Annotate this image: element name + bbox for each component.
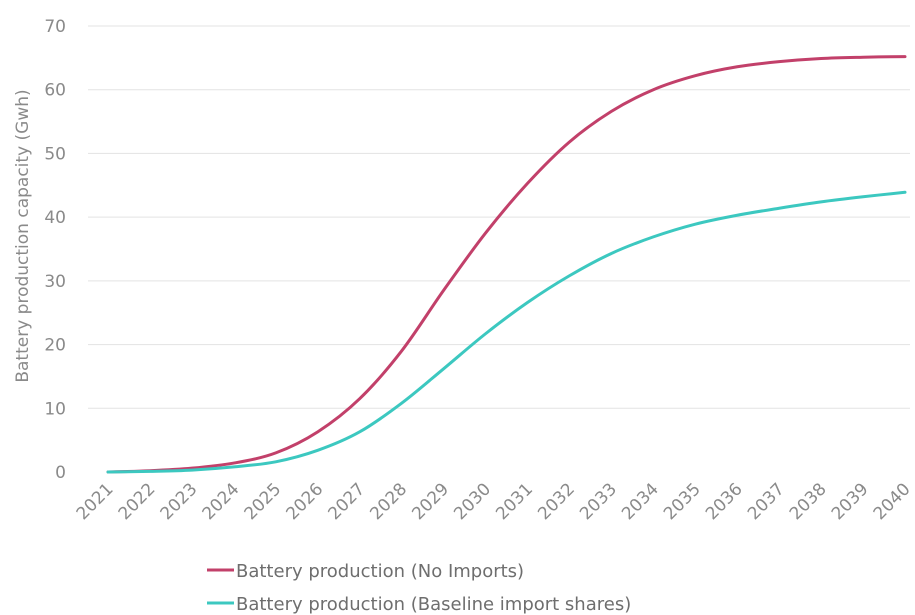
series-line-no-imports — [106, 55, 907, 474]
x-tick-label: 2039 — [828, 479, 873, 524]
x-axis-ticks: 2021202220232024202520262027202820292030… — [73, 479, 915, 524]
series-lines — [106, 55, 907, 474]
y-tick-label: 30 — [44, 272, 66, 292]
legend: Battery production (No Imports) Battery … — [207, 561, 631, 615]
legend-label-baseline-import-shares: Battery production (Baseline import shar… — [236, 594, 631, 615]
y-tick-label: 70 — [44, 17, 66, 37]
x-tick-label: 2023 — [157, 479, 202, 524]
y-axis-title: Battery production capacity (Gwh) — [13, 89, 33, 382]
x-tick-label: 2036 — [702, 479, 747, 524]
x-tick-label: 2028 — [366, 479, 411, 524]
x-tick-label: 2033 — [576, 479, 621, 524]
y-tick-label: 0 — [55, 463, 66, 483]
y-tick-label: 10 — [44, 399, 66, 419]
series-line-baseline-import-shares — [106, 190, 907, 474]
x-tick-label: 2035 — [660, 479, 705, 524]
x-tick-label: 2026 — [283, 479, 328, 524]
x-tick-label: 2030 — [450, 479, 495, 524]
x-tick-label: 2024 — [199, 479, 244, 524]
x-tick-label: 2032 — [534, 479, 579, 524]
y-tick-label: 40 — [44, 208, 66, 228]
x-tick-label: 2021 — [73, 479, 118, 524]
x-tick-label: 2029 — [408, 479, 453, 524]
y-axis-ticks: 0 10 20 30 40 50 60 70 — [44, 17, 66, 483]
x-tick-label: 2040 — [870, 479, 915, 524]
y-tick-label: 50 — [44, 144, 66, 164]
x-tick-label: 2034 — [618, 479, 663, 524]
x-tick-label: 2031 — [492, 479, 537, 524]
x-tick-label: 2027 — [324, 479, 369, 524]
x-tick-label: 2037 — [744, 479, 789, 524]
y-tick-label: 20 — [44, 336, 66, 356]
x-tick-label: 2038 — [786, 479, 831, 524]
gridlines — [88, 25, 910, 409]
x-tick-label: 2022 — [115, 479, 160, 524]
x-tick-label: 2025 — [241, 479, 286, 524]
y-tick-label: 60 — [44, 81, 66, 101]
legend-label-no-imports: Battery production (No Imports) — [236, 561, 524, 582]
